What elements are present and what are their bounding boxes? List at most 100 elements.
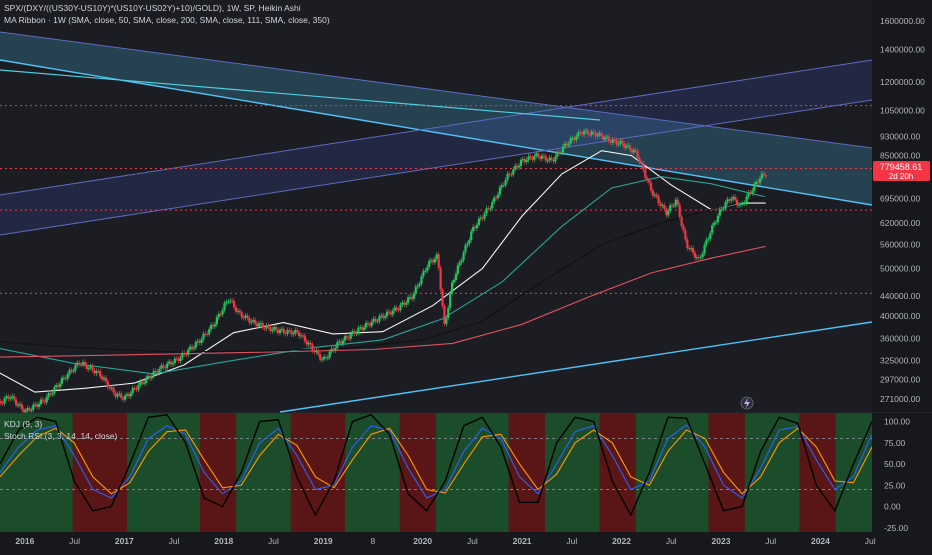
candle-body <box>95 371 98 374</box>
candle-body <box>353 331 356 334</box>
candle-body <box>623 143 626 148</box>
candle-body <box>542 155 546 157</box>
oscillator-band <box>835 413 855 532</box>
candle-body <box>646 177 649 181</box>
price-axis[interactable]: 1600000.00 1400000.00 1200000.00 1050000.00… <box>872 0 932 412</box>
candle-body <box>355 332 358 334</box>
candle-body <box>28 408 31 411</box>
candle-body <box>341 340 345 344</box>
candle-body <box>13 396 16 400</box>
price-tag-countdown: 2d 20h <box>889 172 913 181</box>
candle-body <box>334 348 337 351</box>
candle-body <box>458 262 461 266</box>
candle-body <box>516 165 519 168</box>
oscillator-band <box>672 413 691 532</box>
candle-body <box>437 254 440 268</box>
candle-body <box>108 387 111 389</box>
candle-body <box>632 149 635 153</box>
candle-body <box>336 342 339 349</box>
candle-body <box>363 327 366 330</box>
candle-body <box>340 341 343 344</box>
candle-body <box>443 306 446 324</box>
candle-body <box>711 225 714 233</box>
candle-body <box>460 260 463 263</box>
main-series-legend[interactable]: SPX/(DXY/((US30Y-US10Y)*(US10Y-US02Y)+10… <box>4 3 301 13</box>
candle-body <box>315 350 318 353</box>
candle-body <box>338 341 341 343</box>
candle-body <box>294 330 297 334</box>
candle-body <box>378 316 381 322</box>
time-tick-label: Jul <box>666 536 677 546</box>
oscillator-axis[interactable]: 100.00 75.00 50.00 25.00 0.00 -25.00 <box>872 413 932 533</box>
candle-body <box>533 156 536 160</box>
lightning-icon[interactable] <box>740 396 754 410</box>
candle-body <box>116 394 119 397</box>
candle-body <box>569 138 572 144</box>
candle-body <box>271 329 274 332</box>
candle-body <box>190 346 194 349</box>
candle-body <box>722 208 725 210</box>
ascending-channel <box>0 60 872 235</box>
candle-body <box>110 387 113 389</box>
kdj-legend[interactable]: KDJ (9, 3) <box>4 419 43 429</box>
candle-body <box>470 231 473 241</box>
candle-body <box>674 199 677 206</box>
candle-body <box>242 317 245 319</box>
time-tick-label: 2020 <box>413 536 432 546</box>
candle-body <box>691 248 695 253</box>
price-tick-label: 1050000.00 <box>880 106 925 116</box>
candle-body <box>361 327 364 330</box>
stoch-rsi-legend[interactable]: Stoch RSI (3, 3, 14, 14, close) <box>4 431 118 441</box>
candle-body <box>359 327 362 329</box>
candle-body <box>397 309 400 311</box>
candle-body <box>58 383 62 387</box>
candle-body <box>407 297 410 303</box>
candle-body <box>504 179 507 186</box>
time-axis-bg <box>0 532 932 550</box>
time-tick-label: Jul <box>765 536 776 546</box>
candle-body <box>57 385 60 387</box>
candle-body <box>602 136 605 140</box>
time-axis[interactable]: 2016 Jul 2017 Jul 2018 Jul 2019 8 2020 Jul 2021 Jul… <box>0 532 932 550</box>
candle-body <box>755 181 758 185</box>
candle-body <box>395 307 398 310</box>
candle-body <box>546 160 549 162</box>
candle-body <box>603 137 607 140</box>
candle-body <box>36 404 39 407</box>
candle-body <box>422 271 425 277</box>
candle-body <box>223 303 226 311</box>
candle-body <box>445 317 448 324</box>
candle-body <box>726 199 729 203</box>
candle-body <box>349 333 352 339</box>
oscillator-pane[interactable] <box>0 412 932 532</box>
candle-body <box>517 165 521 168</box>
candle-body <box>655 194 658 197</box>
candle-body <box>309 342 312 345</box>
candle-body <box>387 311 391 313</box>
candle-body <box>246 315 249 318</box>
candle-body <box>179 357 182 362</box>
candle-body <box>412 293 415 299</box>
candle-body <box>682 225 685 231</box>
horizontal-levels <box>0 105 872 294</box>
time-tick-label: 8 <box>371 536 376 546</box>
ma-ribbon-legend[interactable]: MA Ribbon · 1W (SMA, close, 50, SMA, clo… <box>4 15 330 25</box>
channel-line-rising-lower <box>0 59 873 196</box>
candle-body <box>34 404 37 406</box>
candle-body <box>680 216 683 226</box>
candle-body <box>617 143 620 145</box>
time-tick-label: Jul <box>566 536 577 546</box>
candle-body <box>1 402 4 404</box>
candle-body <box>720 209 723 211</box>
candle-body <box>376 321 379 323</box>
candle-body <box>523 158 526 163</box>
price-tick-label: 400000.00 <box>880 311 920 321</box>
candle-body <box>215 317 218 325</box>
candle-body <box>751 190 754 194</box>
candle-body <box>672 205 676 207</box>
candle-body <box>87 367 90 370</box>
candle-body <box>112 387 115 393</box>
candle-body <box>305 340 308 345</box>
candle-body <box>269 326 272 332</box>
